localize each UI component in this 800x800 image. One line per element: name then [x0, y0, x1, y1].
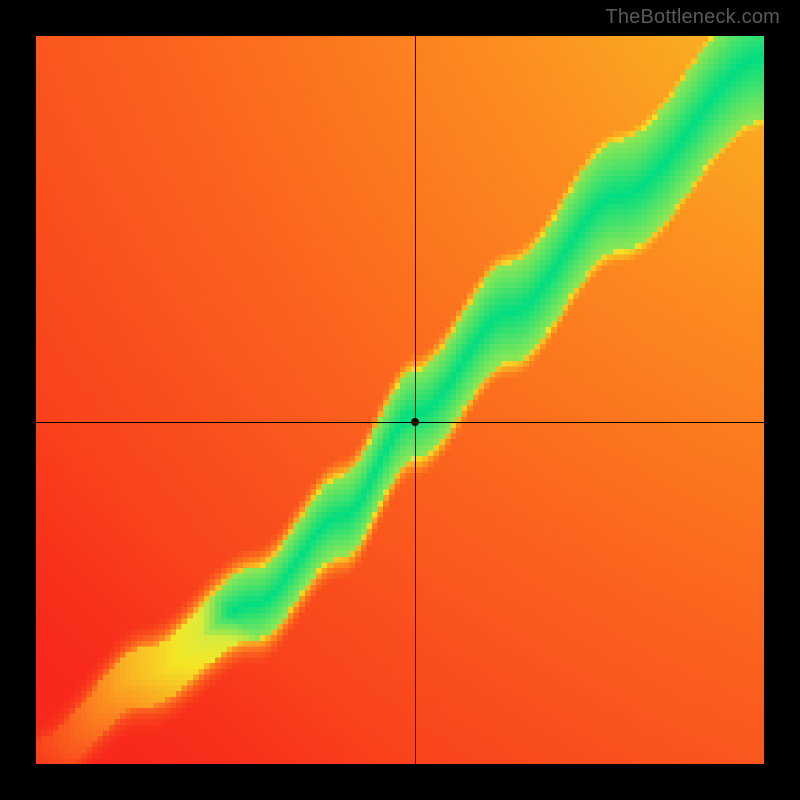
crosshair-marker	[411, 418, 419, 426]
heatmap-canvas	[36, 36, 764, 764]
watermark-text: TheBottleneck.com	[605, 6, 780, 29]
heatmap-plot	[36, 36, 764, 764]
crosshair-vertical	[415, 36, 416, 764]
crosshair-horizontal	[36, 422, 764, 423]
